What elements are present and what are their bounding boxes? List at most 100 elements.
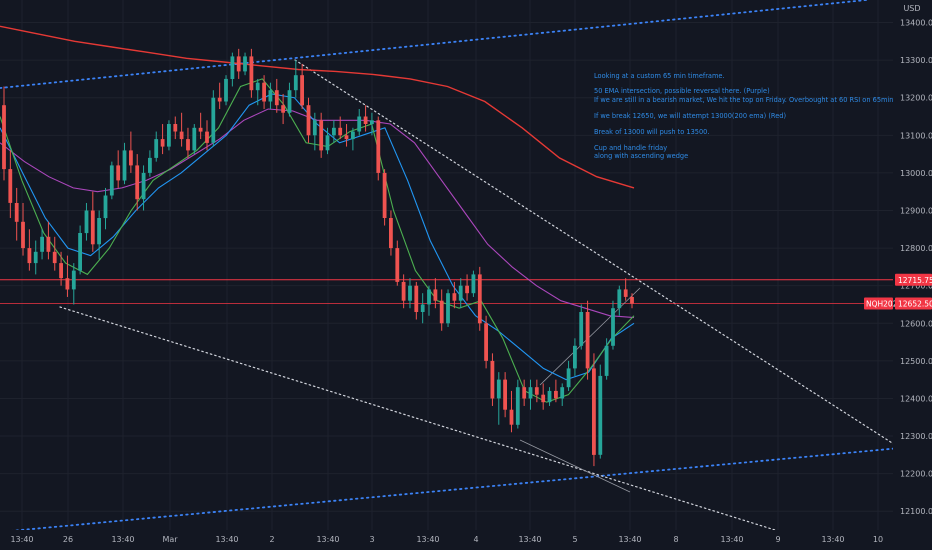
x-tick-label: 13:40	[416, 535, 439, 544]
time-axis[interactable]: 13:40 26 13:40 Mar 13:40 2 13:40 3 13:40 4 13:40 5 1…	[0, 530, 932, 550]
candle-body	[617, 289, 622, 309]
candle-body	[33, 251, 38, 264]
candle-body	[312, 120, 317, 136]
candle-body	[141, 172, 146, 200]
annotation-line: If we are still in a bearish market, We …	[594, 96, 896, 104]
candle-body	[217, 97, 222, 102]
y-tick-label: 12500.00	[900, 357, 932, 366]
annotation-line: 50 EMA intersection, possible reversal t…	[594, 87, 770, 95]
candle-body	[198, 127, 203, 132]
candle-body	[344, 135, 349, 140]
candle-body	[167, 124, 171, 147]
ema-lines	[0, 25, 635, 403]
candle-body	[522, 387, 527, 399]
candle-body	[395, 248, 400, 282]
candle-body	[465, 285, 469, 294]
candle-body	[14, 203, 19, 222]
candle-body	[2, 105, 6, 170]
candle-body	[332, 127, 336, 136]
candle-body	[287, 90, 292, 113]
candle-body	[160, 139, 165, 147]
candle-body	[351, 131, 355, 140]
candle-body	[573, 345, 577, 369]
candle-body	[71, 270, 76, 290]
candle-body	[40, 236, 44, 252]
candle-body	[408, 285, 412, 301]
y-tick-label: 13400.00	[900, 19, 932, 28]
x-tick-label: 4	[473, 535, 478, 544]
trendlines	[0, 0, 901, 533]
candle-body	[490, 360, 495, 399]
annotation-line: Cup and handle friday	[594, 144, 667, 152]
candle-body	[211, 97, 216, 143]
candle-body	[458, 285, 463, 301]
candle-body	[148, 157, 152, 173]
candle-body	[484, 323, 488, 361]
x-tick-label: 13:40	[821, 535, 844, 544]
x-tick-label: 13:40	[111, 535, 134, 544]
candle-body	[97, 218, 101, 245]
candle-body	[129, 150, 133, 166]
y-tick-label: 12800.00	[900, 244, 932, 253]
x-tick-label: Mar	[162, 535, 178, 544]
candle-body	[509, 409, 514, 425]
candle-body	[274, 90, 279, 106]
candle-body	[262, 82, 266, 102]
candle-body	[604, 345, 609, 376]
candle-body	[109, 165, 114, 196]
ema-line-2	[0, 108, 635, 319]
candle-body	[84, 210, 89, 234]
currency-label: USD	[903, 4, 920, 13]
candle-body	[230, 56, 235, 79]
x-tick-label: 13:40	[316, 535, 339, 544]
candle-body	[592, 368, 596, 455]
candle-body	[611, 308, 615, 346]
candle-body	[300, 75, 304, 106]
ema-line-4	[0, 78, 635, 403]
candle-body	[205, 131, 209, 143]
candle-body	[623, 289, 628, 297]
x-tick-label: 5	[572, 535, 577, 544]
candle-body	[446, 293, 450, 324]
candle-body	[534, 387, 539, 395]
wedge-upper-line	[539, 287, 641, 386]
x-tick-label: 13:40	[720, 535, 743, 544]
candle-body	[173, 124, 178, 132]
candle-body	[21, 221, 25, 249]
candle-body	[103, 195, 108, 219]
x-tick-label: 10	[873, 535, 883, 544]
candle-body	[319, 120, 324, 151]
last-price-tag-bg	[895, 297, 932, 310]
y-tick-label: 13100.00	[900, 131, 932, 140]
candle-body	[439, 300, 444, 324]
x-tick-label: 13:40	[618, 535, 641, 544]
candle-body	[179, 131, 184, 140]
grid	[0, 0, 893, 530]
candle-body	[427, 289, 431, 305]
candle-body	[471, 274, 476, 294]
candle-body	[325, 135, 330, 151]
candles	[2, 48, 634, 467]
candle-body	[452, 293, 457, 301]
candle-body	[401, 281, 406, 301]
candle-body	[363, 116, 368, 124]
candle-body	[90, 210, 95, 245]
candle-body	[554, 390, 558, 399]
ascending-channel-bottom-line	[0, 447, 901, 533]
candle-body	[154, 139, 159, 158]
annotation-line: Break of 13000 will push to 13500.	[594, 128, 709, 136]
candle-body	[496, 379, 501, 399]
price-tag-high: 12715.75	[898, 276, 932, 285]
candle-body	[249, 56, 254, 91]
candle-body	[186, 139, 190, 151]
y-tick-label: 13200.00	[900, 94, 932, 103]
candle-body	[27, 248, 32, 264]
y-tick-label: 12300.00	[900, 432, 932, 441]
candle-body	[598, 375, 603, 455]
candle-body	[243, 56, 247, 72]
annotation-text: Looking at a custom 65 min timeframe. 50 …	[594, 72, 896, 160]
time-axis-bg	[0, 530, 932, 550]
y-tick-label: 12200.00	[900, 470, 932, 479]
candle-body	[433, 289, 438, 301]
